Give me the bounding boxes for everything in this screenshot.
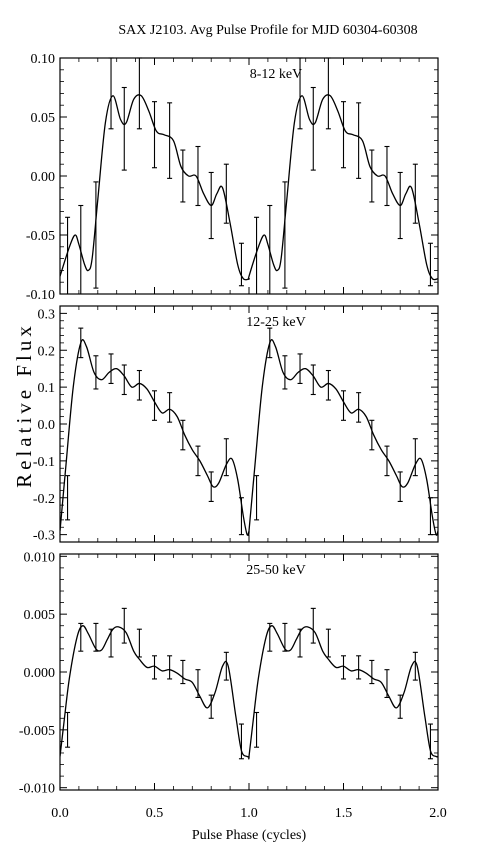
- y-tick-label: 0.0: [38, 418, 56, 433]
- x-tick-label: 0.5: [146, 806, 164, 821]
- y-tick-label: 0.2: [38, 344, 56, 359]
- x-tick-label: 2.0: [429, 806, 447, 821]
- panel-label-8-12kev: 8-12 keV: [250, 67, 303, 82]
- panel-label-25-50kev: 25-50 keV: [246, 563, 306, 578]
- panel-label-12-25kev: 12-25 keV: [246, 315, 306, 330]
- x-axis-label: Pulse Phase (cycles): [192, 828, 307, 843]
- y-tick-label: 0.010: [24, 550, 56, 565]
- x-tick-label: 1.0: [240, 806, 258, 821]
- y-tick-label: -0.2: [33, 492, 55, 507]
- profile-curve: [60, 94, 438, 281]
- y-tick-label: 0.000: [24, 666, 56, 681]
- y-tick-label: 0.005: [24, 608, 56, 623]
- y-tick-label: 0.1: [38, 381, 56, 396]
- x-tick-label: 0.0: [51, 806, 69, 821]
- profile-curve: [60, 625, 438, 760]
- panel-25-50kev: 25-50 keV -0.010 -0.005 0.000 0.005 0.010 0.0…: [19, 550, 447, 821]
- panel-8-12kev: 8-12 keV -0.10 -0.05 0.00 0.05 0.10: [26, 52, 439, 303]
- y-tick-label: -0.1: [33, 455, 55, 470]
- figure-title: SAX J2103. Avg Pulse Profile for MJD 603…: [118, 23, 417, 38]
- y-tick-label: -0.05: [26, 229, 55, 244]
- y-tick-label: 0.3: [38, 307, 56, 322]
- y-axis-label: Relative Flux: [12, 322, 36, 488]
- y-tick-label: 0.10: [31, 52, 56, 67]
- y-tick-label: -0.10: [26, 288, 55, 303]
- panel-12-25kev: 12-25 keV -0.3 -0.2 -0.1 0.0 0.1 0.2 0.3: [33, 305, 439, 544]
- x-tick-label: 1.5: [335, 806, 353, 821]
- y-tick-label: 0.00: [31, 170, 56, 185]
- profile-curve: [60, 339, 438, 537]
- y-tick-label: 0.05: [31, 111, 56, 126]
- plot-frame: [59, 305, 439, 543]
- y-tick-label: -0.005: [19, 724, 55, 739]
- y-tick-label: -0.3: [33, 529, 55, 544]
- y-tick-label: -0.010: [19, 782, 55, 797]
